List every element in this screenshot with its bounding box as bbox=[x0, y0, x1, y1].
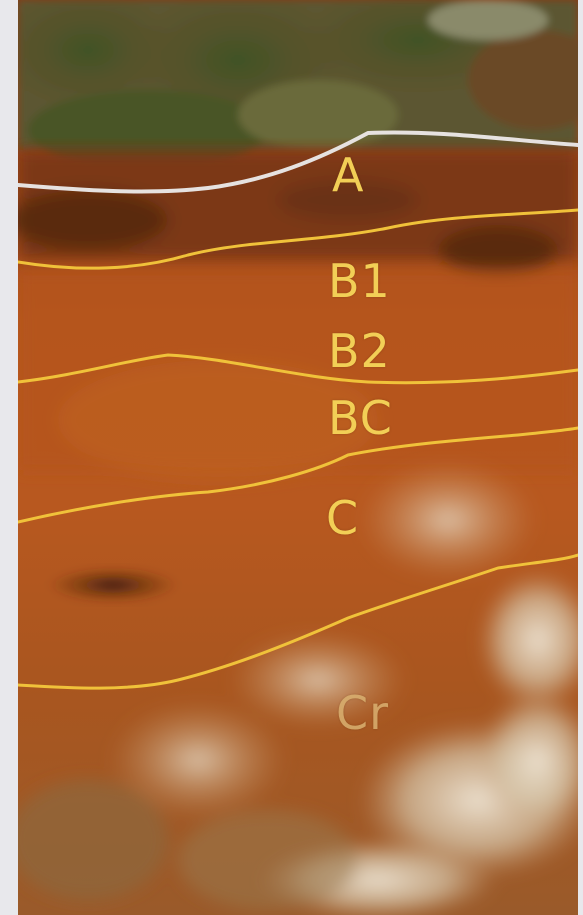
boundary-line-a-b1 bbox=[18, 208, 578, 270]
boundary-line-a-top bbox=[18, 130, 578, 194]
horizon-label-a: A bbox=[332, 148, 365, 202]
horizon-boundaries bbox=[18, 130, 578, 690]
boundary-line-c-cr bbox=[18, 553, 578, 690]
boundary-line-b2-bc bbox=[18, 353, 578, 385]
dark-nodule bbox=[48, 567, 178, 603]
horizon-label-b2: B2 bbox=[328, 324, 391, 378]
horizon-label-c: C bbox=[326, 491, 360, 545]
horizon-label-bc: BC bbox=[328, 391, 393, 445]
horizon-label-b1: B1 bbox=[328, 254, 391, 308]
soil-profile-photo: A B1 B2 BC C Cr bbox=[18, 0, 578, 915]
a-horizon-shading bbox=[18, 150, 578, 275]
weathered-rock-patches bbox=[18, 460, 578, 915]
boundary-line-bc-c bbox=[18, 426, 578, 524]
vegetation-cover bbox=[18, 0, 578, 170]
soil-profile-illustration bbox=[18, 0, 578, 915]
horizon-label-cr: Cr bbox=[336, 686, 390, 740]
